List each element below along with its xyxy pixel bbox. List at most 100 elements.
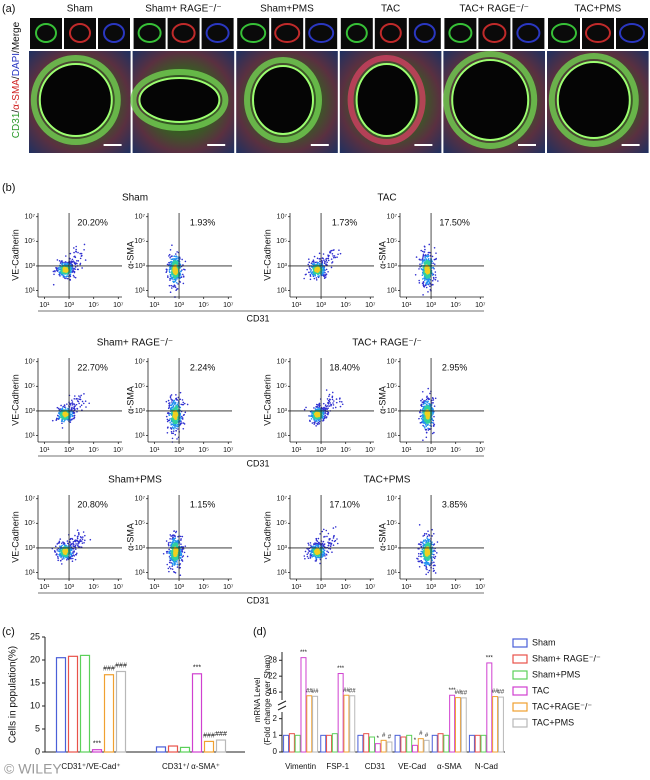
event-dot <box>168 566 171 568</box>
bar <box>369 736 376 753</box>
thumbnail-ring <box>69 23 91 43</box>
event-dot <box>329 548 332 550</box>
event-dot <box>59 275 61 277</box>
event-dot <box>433 267 435 270</box>
event-dot <box>432 262 434 265</box>
event-dot <box>433 258 436 261</box>
event-dot <box>78 398 81 401</box>
event-dot <box>325 258 327 260</box>
quadrant-percent: 1.15% <box>190 499 216 509</box>
x-tick-label: 10³ <box>174 302 185 309</box>
y-tick-label: 20 <box>30 654 40 664</box>
axis-break <box>277 705 287 711</box>
event-dot <box>310 262 313 265</box>
event-dot <box>339 400 341 403</box>
event-dot <box>71 538 74 540</box>
event-dot <box>75 543 77 545</box>
event-dot <box>434 271 437 273</box>
event-dot <box>425 567 427 570</box>
thumbnail <box>374 18 407 49</box>
event-dot <box>166 552 168 554</box>
event-dot <box>77 251 79 254</box>
event-dot <box>337 253 339 256</box>
event-dot <box>162 552 165 555</box>
event-dot <box>313 407 315 409</box>
event-dot <box>56 549 58 551</box>
bar <box>497 696 504 753</box>
event-dot <box>427 278 429 280</box>
event-dot <box>415 256 418 258</box>
event-dot <box>315 268 319 271</box>
event-dot <box>179 557 182 559</box>
event-dot <box>174 550 177 553</box>
event-dot <box>327 254 329 256</box>
event-dot <box>431 432 434 435</box>
event-dot <box>327 541 329 544</box>
event-dot <box>434 274 437 276</box>
event-dot <box>333 400 335 402</box>
event-dot <box>62 274 65 277</box>
event-dot <box>423 251 426 253</box>
event-dot <box>166 431 169 434</box>
event-dot <box>71 258 74 261</box>
event-dot <box>71 412 74 415</box>
event-dot <box>330 404 332 407</box>
event-dot <box>331 398 334 401</box>
bar <box>460 697 467 753</box>
event-dot <box>179 391 182 394</box>
event-dot <box>313 263 315 266</box>
bar <box>288 733 295 753</box>
y-axis-label: VE-Cadherin <box>10 229 20 281</box>
event-dot <box>317 546 320 548</box>
x-tick-label: 10⁵ <box>450 447 461 454</box>
x-tick-label: 10³ <box>316 447 327 454</box>
event-dot <box>58 542 60 544</box>
event-dot <box>322 528 325 531</box>
vessel-lumen <box>355 63 418 137</box>
event-dot <box>167 399 170 402</box>
event-dot <box>423 425 425 428</box>
event-dot <box>309 556 312 559</box>
event-dot <box>315 550 319 553</box>
event-dot <box>81 542 84 544</box>
event-dot <box>73 247 75 249</box>
event-dot <box>326 550 328 553</box>
event-dot <box>184 545 187 547</box>
event-dot <box>331 551 333 553</box>
event-dot <box>421 548 424 551</box>
event-dot <box>314 261 317 264</box>
y-tick-label: 10³ <box>25 263 36 270</box>
x-tick-label: 10⁷ <box>365 447 376 454</box>
event-dot <box>325 264 327 266</box>
quadrant-percent: 3.85% <box>442 499 468 509</box>
event-dot <box>419 411 421 414</box>
y-tick-label: 10⁷ <box>25 214 36 221</box>
x-tick-label: CD31⁺/VE-Cad⁺ <box>61 762 120 771</box>
event-dot <box>173 268 177 271</box>
y-tick-label: 10⁵ <box>386 383 397 390</box>
significance: ## <box>498 690 505 696</box>
x-tick-label: 10¹ <box>291 584 302 591</box>
event-dot <box>328 393 331 396</box>
event-dot <box>336 542 339 545</box>
significance: # <box>388 735 392 741</box>
event-dot <box>166 418 169 421</box>
event-dot <box>170 427 172 429</box>
event-dot <box>427 291 429 293</box>
event-dot <box>325 389 328 391</box>
event-dot <box>325 273 327 276</box>
event-dot <box>420 555 423 558</box>
y-axis-label: VE-Cadherin <box>262 511 272 563</box>
bar <box>155 746 167 753</box>
event-dot <box>186 403 189 406</box>
event-dot <box>432 413 434 415</box>
event-dot <box>78 395 80 397</box>
stain-part: / <box>11 76 22 79</box>
event-dot <box>182 264 184 266</box>
event-dot <box>309 275 312 277</box>
event-dot <box>175 281 178 284</box>
x-tick-label: 10⁵ <box>450 584 461 591</box>
event-dot <box>428 569 431 572</box>
event-dot <box>332 527 335 529</box>
legend-label: Sham+ RAGE⁻/⁻ <box>532 653 601 663</box>
